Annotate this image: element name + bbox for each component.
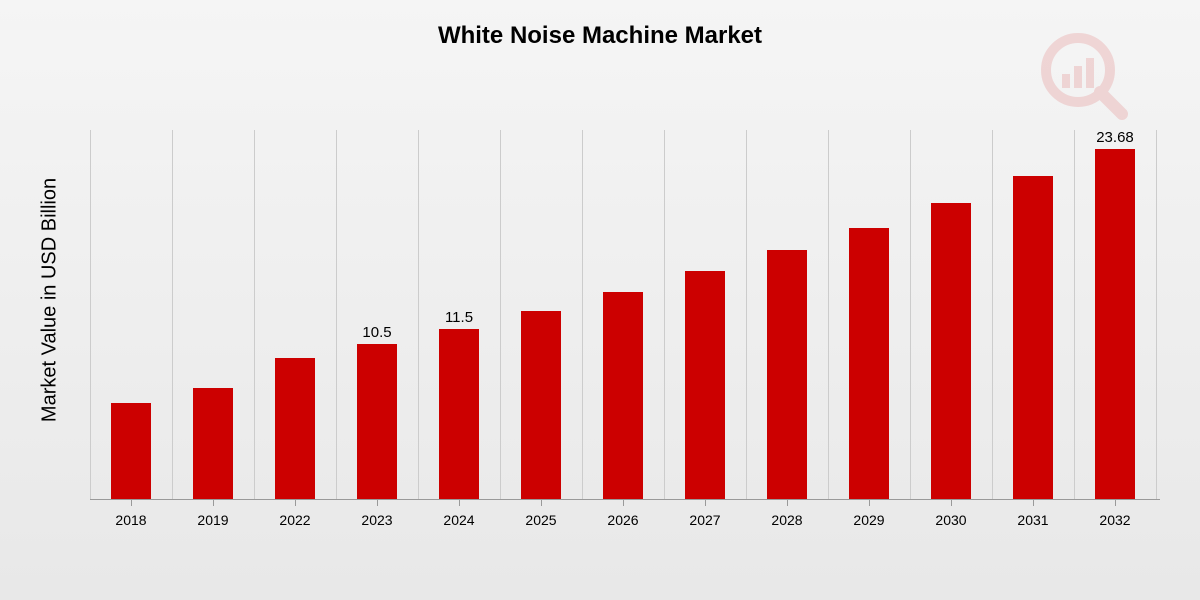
brand-logo-icon	[1040, 30, 1130, 125]
x-tick-mark	[787, 500, 788, 506]
x-tick-mark	[1115, 500, 1116, 506]
chart-plot-area: 10.5 11.5 23.68	[90, 130, 1160, 500]
bar	[1013, 176, 1053, 499]
bar: 10.5	[357, 344, 397, 499]
bar	[685, 271, 725, 499]
x-axis: 2018 2019 2022 2023 2024 2025 2026 2027 2028 2029…	[90, 500, 1160, 540]
x-tick-mark	[213, 500, 214, 506]
x-tick-mark	[541, 500, 542, 506]
x-tick-label: 2029	[853, 512, 884, 528]
bar: 23.68	[1095, 149, 1135, 499]
gridline	[254, 130, 255, 499]
x-tick-label: 2031	[1017, 512, 1048, 528]
bar	[931, 203, 971, 499]
gridline	[90, 130, 91, 499]
x-tick-label: 2030	[935, 512, 966, 528]
x-tick-label: 2027	[689, 512, 720, 528]
x-tick-mark	[951, 500, 952, 506]
x-tick-mark	[459, 500, 460, 506]
x-tick-mark	[131, 500, 132, 506]
gridline	[910, 130, 911, 499]
gridline	[664, 130, 665, 499]
x-tick-label: 2026	[607, 512, 638, 528]
bar	[603, 292, 643, 499]
bar	[275, 358, 315, 499]
gridline	[1074, 130, 1075, 499]
gridline	[172, 130, 173, 499]
x-tick-label: 2025	[525, 512, 556, 528]
x-tick-mark	[705, 500, 706, 506]
y-axis-label: Market Value in USD Billion	[39, 178, 62, 422]
bar	[767, 250, 807, 499]
bar-value-label: 10.5	[357, 324, 397, 341]
x-tick-label: 2032	[1099, 512, 1130, 528]
bar	[849, 228, 889, 499]
x-tick-label: 2022	[279, 512, 310, 528]
gridline	[746, 130, 747, 499]
gridline	[336, 130, 337, 499]
x-tick-mark	[1033, 500, 1034, 506]
gridline	[992, 130, 993, 499]
x-tick-label: 2028	[771, 512, 802, 528]
bar	[193, 388, 233, 499]
chart-title: White Noise Machine Market	[0, 22, 1200, 50]
bar	[521, 311, 561, 499]
gridline	[500, 130, 501, 499]
x-tick-mark	[623, 500, 624, 506]
gridline	[828, 130, 829, 499]
x-tick-mark	[869, 500, 870, 506]
x-tick-label: 2023	[361, 512, 392, 528]
bar-value-label: 11.5	[439, 309, 479, 326]
bar	[111, 403, 151, 499]
bar: 11.5	[439, 329, 479, 499]
x-tick-mark	[377, 500, 378, 506]
gridline	[582, 130, 583, 499]
x-tick-label: 2018	[115, 512, 146, 528]
x-tick-mark	[295, 500, 296, 506]
gridline	[1156, 130, 1157, 499]
x-tick-label: 2024	[443, 512, 474, 528]
bar-value-label: 23.68	[1095, 129, 1135, 146]
x-tick-label: 2019	[197, 512, 228, 528]
gridline	[418, 130, 419, 499]
